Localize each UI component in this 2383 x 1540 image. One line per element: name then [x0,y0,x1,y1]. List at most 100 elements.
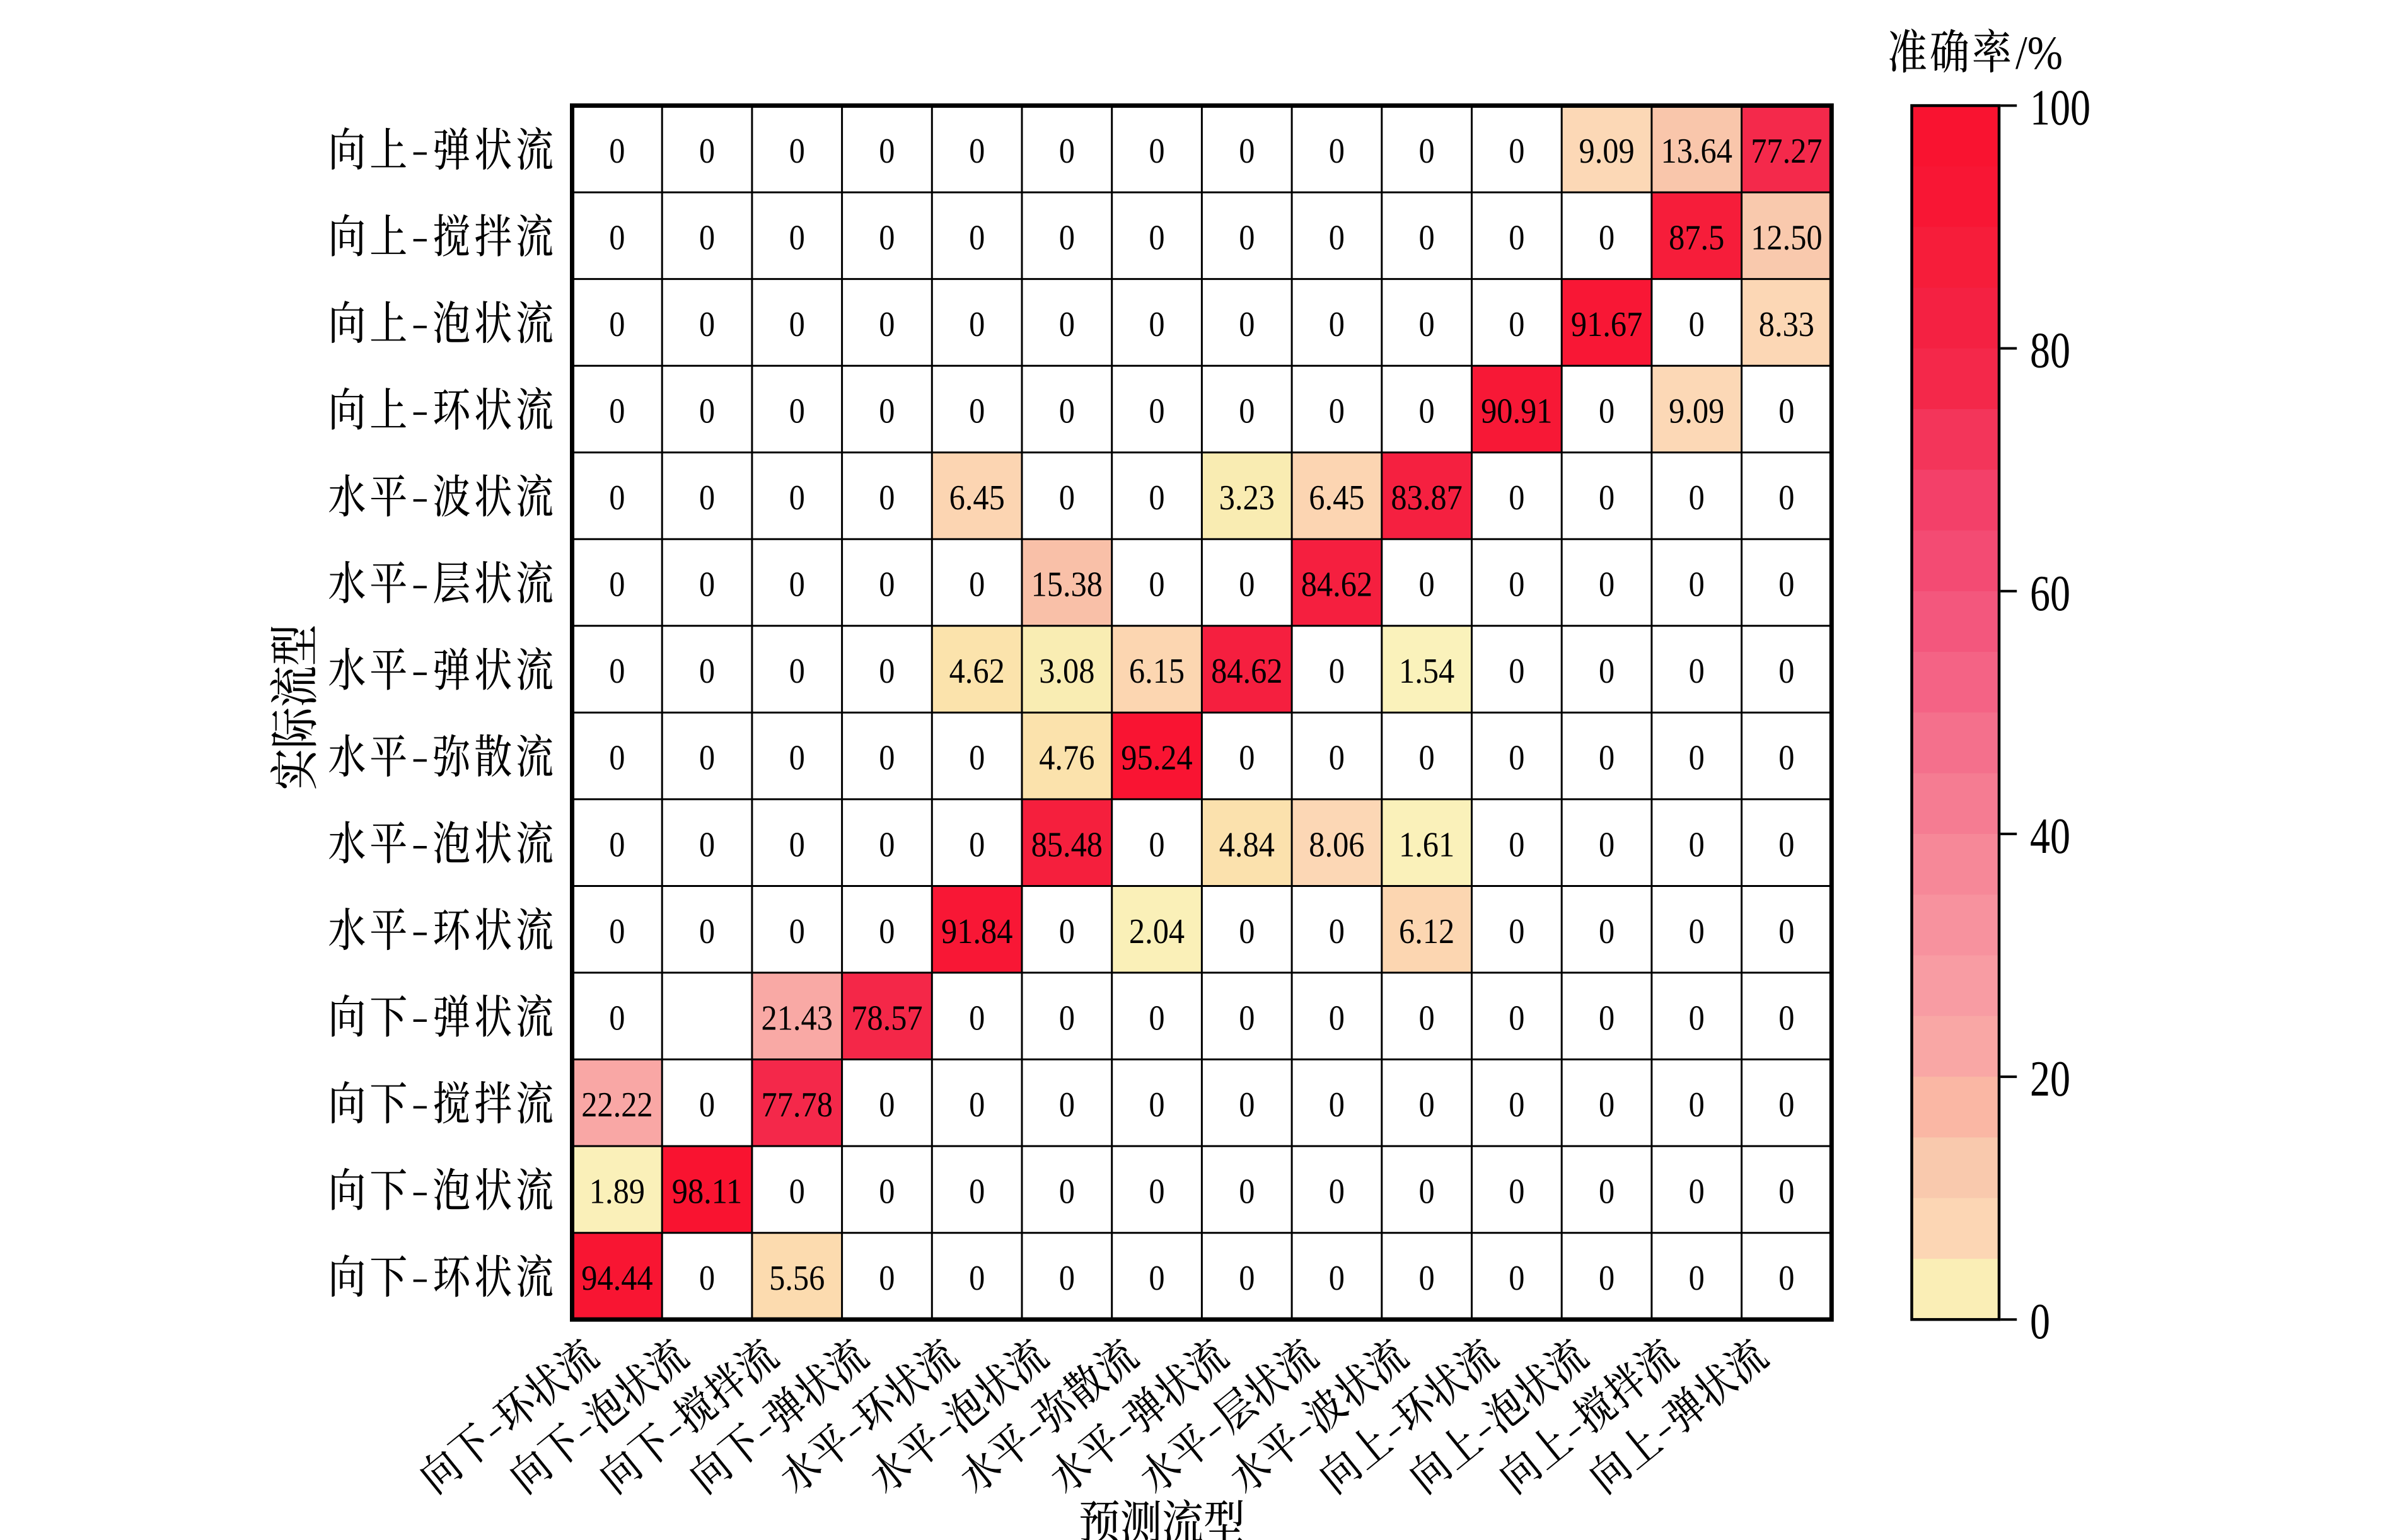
svg-text:0: 0 [789,912,805,951]
svg-text:0: 0 [1059,1259,1075,1298]
svg-text:0: 0 [1599,218,1615,257]
svg-text:0: 0 [1689,652,1705,691]
svg-text:0: 0 [1778,825,1794,864]
svg-text:5.56: 5.56 [769,1259,825,1298]
svg-text:0: 0 [699,652,715,691]
svg-text:0: 0 [1418,738,1434,777]
svg-text:4.84: 4.84 [1219,825,1275,864]
svg-text:0: 0 [1239,999,1255,1038]
svg-text:0: 0 [789,738,805,777]
svg-text:0: 0 [1509,825,1524,864]
svg-text:0: 0 [1778,1085,1794,1124]
svg-text:0: 0 [1149,999,1164,1038]
svg-text:0: 0 [1509,1259,1524,1298]
svg-text:0: 0 [1149,478,1164,518]
svg-text:0: 0 [1329,305,1345,344]
svg-text:0: 0 [1689,305,1705,344]
svg-text:0: 0 [1689,825,1705,864]
svg-text:0: 0 [1509,305,1524,344]
svg-text:0: 0 [969,738,985,777]
svg-text:4.62: 4.62 [949,652,1005,691]
svg-text:0: 0 [1778,1172,1794,1211]
svg-text:0: 0 [1149,305,1164,344]
svg-text:84.62: 84.62 [1211,652,1282,691]
svg-text:0: 0 [1329,652,1345,691]
svg-text:0: 0 [699,738,715,777]
svg-text:0: 0 [1059,1172,1075,1211]
svg-text:0: 0 [699,912,715,951]
svg-text:0: 0 [609,478,625,518]
svg-text:0: 0 [1059,218,1075,257]
svg-text:0: 0 [1149,565,1164,604]
svg-text:0: 0 [1689,912,1705,951]
svg-text:0: 0 [1418,131,1434,170]
svg-text:0: 0 [1778,391,1794,431]
svg-text:0: 0 [969,1172,985,1211]
svg-text:0: 0 [1329,738,1345,777]
svg-text:0: 0 [879,478,895,518]
svg-text:0: 0 [879,1085,895,1124]
svg-text:0: 0 [1329,391,1345,431]
svg-text:0: 0 [1059,912,1075,951]
svg-text:0: 0 [609,218,625,257]
svg-text:0: 0 [1778,999,1794,1038]
svg-text:0: 0 [879,218,895,257]
svg-text:0: 0 [1509,478,1524,518]
svg-text:0: 0 [1778,738,1794,777]
svg-text:0: 0 [789,305,805,344]
svg-text:91.67: 91.67 [1571,305,1642,344]
svg-text:0: 0 [699,305,715,344]
svg-text:0: 0 [1329,131,1345,170]
svg-text:0: 0 [1418,565,1434,604]
svg-text:0: 0 [879,305,895,344]
svg-text:0: 0 [969,825,985,864]
svg-text:0: 0 [1599,1259,1615,1298]
svg-text:95.24: 95.24 [1121,738,1192,777]
svg-text:0: 0 [789,825,805,864]
svg-text:0: 0 [1239,1085,1255,1124]
svg-text:9.09: 9.09 [1579,131,1635,170]
svg-text:0: 0 [1149,1172,1164,1211]
svg-text:0: 0 [1689,1259,1705,1298]
svg-text:0: 0 [1509,652,1524,691]
svg-text:0: 0 [1599,652,1615,691]
svg-text:0: 0 [969,131,985,170]
svg-text:0: 0 [1329,1085,1345,1124]
svg-text:91.84: 91.84 [941,912,1012,951]
svg-text:0: 0 [699,131,715,170]
svg-text:0: 0 [699,1259,715,1298]
svg-text:0: 0 [609,305,625,344]
svg-text:13.64: 13.64 [1661,131,1732,170]
svg-text:0: 0 [1329,999,1345,1038]
svg-text:0: 0 [879,565,895,604]
svg-text:0: 0 [1239,738,1255,777]
svg-text:0: 0 [1509,738,1524,777]
svg-text:20: 20 [2030,1050,2070,1106]
svg-text:0: 0 [609,131,625,170]
svg-text:0: 0 [789,131,805,170]
svg-text:0: 0 [1689,999,1705,1038]
svg-text:0: 0 [1599,565,1615,604]
svg-text:0: 0 [1329,1259,1345,1298]
svg-text:0: 0 [1418,391,1434,431]
svg-text:6.45: 6.45 [949,478,1005,518]
svg-text:0: 0 [969,1259,985,1298]
svg-text:0: 0 [1418,999,1434,1038]
svg-text:0: 0 [879,738,895,777]
svg-text:12.50: 12.50 [1751,218,1822,257]
svg-text:0: 0 [1059,391,1075,431]
svg-text:0: 0 [879,391,895,431]
svg-text:60: 60 [2030,565,2070,621]
svg-text:0: 0 [1149,391,1164,431]
svg-text:0: 0 [699,391,715,431]
svg-text:0: 0 [1149,1259,1164,1298]
svg-text:0: 0 [699,1085,715,1124]
svg-text:0: 0 [969,218,985,257]
svg-text:22.22: 22.22 [581,1085,652,1124]
svg-text:4.76: 4.76 [1039,738,1094,777]
svg-text:0: 0 [789,218,805,257]
svg-text:0: 0 [1599,391,1615,431]
svg-text:0: 0 [609,912,625,951]
svg-text:85.48: 85.48 [1031,825,1103,864]
svg-text:87.5: 87.5 [1669,218,1724,257]
